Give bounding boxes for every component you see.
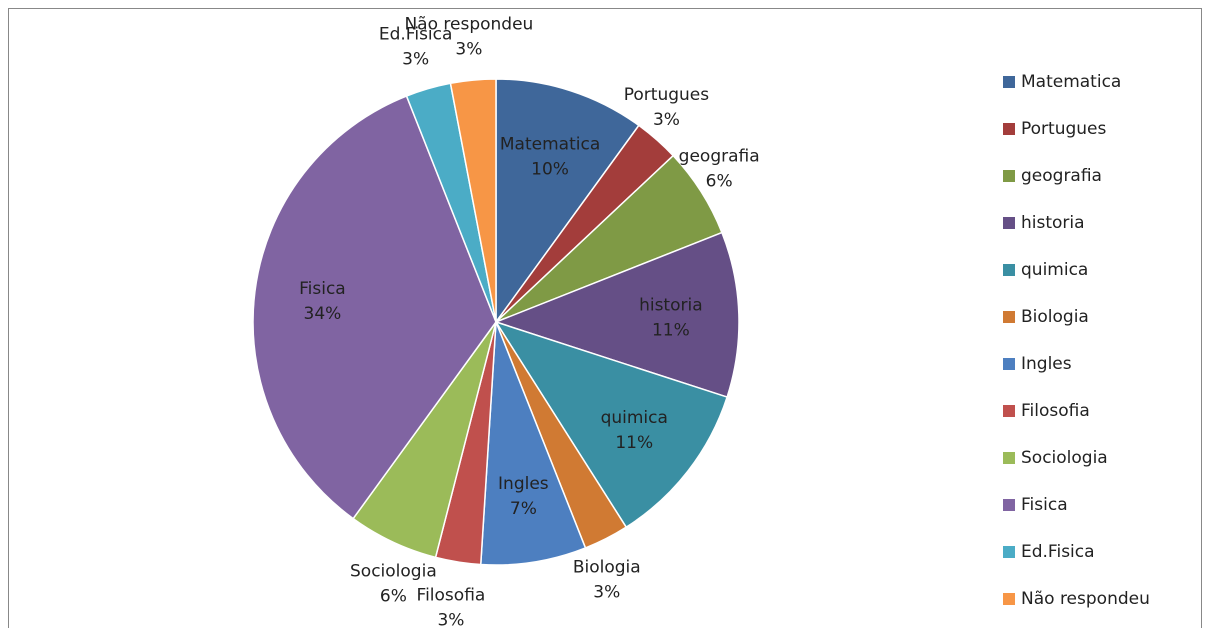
data-label-value: 11% [652,321,690,341]
data-label-value: 3% [402,49,429,69]
legend-label: Não respondeu [1021,589,1150,609]
data-label-name: geografia [679,147,760,167]
legend-swatch [1003,499,1015,511]
data-label-value: 34% [304,304,342,324]
pie-slice [493,231,740,399]
legend-swatch [1003,76,1015,88]
data-label-name: Matematica [500,135,600,155]
data-label-value: 7% [510,499,537,519]
legend-swatch [1003,452,1015,464]
legend-label: historia [1021,213,1085,233]
data-label-value: 6% [380,587,407,607]
data-label-value: 3% [593,583,620,603]
data-label-name: Filosofia [417,585,486,605]
legend-label: Portugues [1021,119,1107,139]
pie-slice [495,78,640,325]
legend-swatch [1003,264,1015,276]
data-label-name: quimica [601,408,668,428]
data-label-name: Ed.Fisica [379,24,453,44]
legend-label: quimica [1021,260,1088,280]
legend-swatch [1003,170,1015,182]
pie-slice [479,321,587,566]
legend-label: Sociologia [1021,448,1108,468]
data-label-value: 11% [615,433,653,453]
data-label-name: Sociologia [350,562,437,582]
legend-swatch [1003,405,1015,417]
legend-label: Ingles [1021,354,1072,374]
data-label-value: 3% [455,39,482,59]
legend-swatch [1003,217,1015,229]
legend-swatch [1003,358,1015,370]
data-label-value: 6% [706,172,733,192]
legend-label: geografia [1021,166,1102,186]
data-label-name: Ingles [498,474,549,494]
legend-label: Biologia [1021,307,1089,327]
pie-slice [449,78,497,323]
data-label-value: 3% [437,610,464,628]
data-label-name: Fisica [299,279,346,299]
data-label-value: 3% [653,110,680,130]
legend-swatch [1003,123,1015,135]
legend-swatch [1003,546,1015,558]
pie-slice [252,95,497,520]
legend-label: Matematica [1021,72,1121,92]
data-label-value: 10% [531,160,569,180]
data-label-name: Biologia [573,558,641,578]
legend-label: Fisica [1021,495,1068,515]
legend-label: Ed.Fisica [1021,542,1095,562]
data-label-name: historia [639,296,703,316]
data-label-name: Não respondeu [404,14,533,34]
legend-label: Filosofia [1021,401,1090,421]
legend-swatch [1003,593,1015,605]
legend-swatch [1003,311,1015,323]
pie-slice [494,320,729,529]
data-label-name: Portugues [624,85,710,105]
